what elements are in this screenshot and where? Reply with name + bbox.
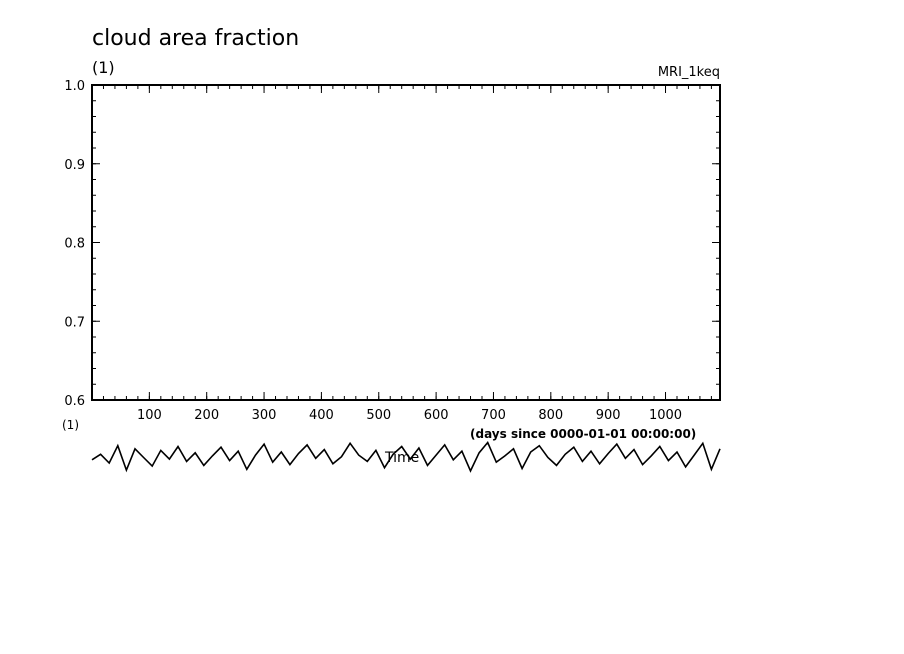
x-axis-label: Time (384, 450, 419, 466)
axis-ticks (92, 84, 720, 401)
y-units-label: (1) (92, 58, 115, 77)
x-tick-label: 800 (538, 408, 563, 423)
y-tick-label: 0.9 (64, 158, 85, 173)
y-tick-label: 0.7 (64, 315, 85, 330)
y-tick-label: 0.8 (64, 237, 85, 252)
x-tick-label: 400 (309, 408, 334, 423)
x-tick-label: 200 (194, 408, 219, 423)
model-label: MRI_1keq (658, 65, 720, 80)
x-tick-label: 600 (424, 408, 449, 423)
x-tick-label: 900 (596, 408, 621, 423)
y-tick-label: 0.6 (64, 394, 85, 409)
x-tick-label: 1000 (649, 408, 682, 423)
plot-frame (91, 84, 721, 401)
x-tick-label: 700 (481, 408, 506, 423)
x-axis-units: (days since 0000-01-01 00:00:00) (470, 427, 696, 441)
series-group (91, 440, 721, 473)
y-tick-label: 1.0 (64, 79, 85, 94)
chart-title: cloud area fraction (92, 26, 299, 51)
x-tick-label: 300 (252, 408, 277, 423)
series-line (91, 440, 721, 473)
x-tick-label: 100 (137, 408, 162, 423)
x-units-label: (1) (62, 418, 79, 432)
axis-tick-labels: 100 200 300 400 500 600 700 800 900 1000 0.6 0.7 0.8… (64, 79, 682, 423)
x-tick-label: 500 (366, 408, 391, 423)
